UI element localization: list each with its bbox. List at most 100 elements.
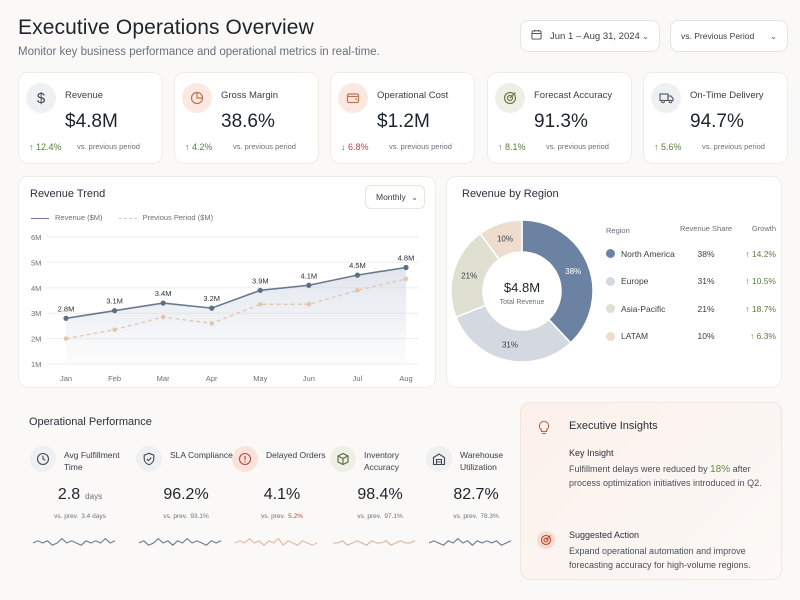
donut-center-label: Total Revenue xyxy=(500,299,545,306)
sparkline-path xyxy=(32,537,116,546)
ops-note-value: 5.2% xyxy=(288,513,303,520)
sparkline xyxy=(32,537,116,546)
region-growth: ↑ 10.5% xyxy=(745,276,776,287)
kpi-label: Operational Cost xyxy=(377,90,449,101)
ops-label: Delayed Orders xyxy=(266,450,326,460)
target-icon xyxy=(537,531,555,549)
ops-value: 4.1% xyxy=(232,486,332,504)
revenue-point xyxy=(209,305,215,311)
ops-note-prefix: vs. prev. xyxy=(163,513,188,520)
interval-select[interactable]: Monthly ⌄ xyxy=(365,185,425,209)
previous-period-line xyxy=(65,278,407,340)
trend-legend: Revenue ($M) Previous Period ($M) xyxy=(31,213,213,222)
kpi-note: vs. previous period xyxy=(233,142,296,151)
region-growth: ↑ 18.7% xyxy=(745,303,776,314)
key-insight-title: Key Insight xyxy=(569,448,614,458)
ops-note: vs. prev. 5.2% xyxy=(232,513,332,520)
y-tick-label: 6M xyxy=(31,233,41,242)
comparison-select[interactable]: vs. Previous Period ⌄ xyxy=(670,20,788,52)
ops-note-prefix: vs. prev. xyxy=(54,513,79,520)
date-range-select[interactable]: Jun 1 – Aug 31, 2024 ⌄ xyxy=(520,20,660,52)
legend-previous-swatch xyxy=(118,217,137,219)
ops-card: Delayed Orders 4.1% vs. prev. 5.2% xyxy=(232,446,332,562)
lightbulb-icon xyxy=(537,420,551,441)
comparison-value: vs. Previous Period xyxy=(681,31,755,41)
key-insight-text-end: after process optimization initiatives i… xyxy=(569,464,762,488)
region-name-cell: Asia-Pacific xyxy=(606,304,676,314)
sparkline xyxy=(234,537,318,547)
insights-title: Executive Insights xyxy=(569,420,658,432)
ops-note-prefix: vs. prev. xyxy=(261,513,286,520)
kpi-value: 91.3% xyxy=(534,111,588,132)
previous-period-point xyxy=(306,302,312,307)
region-row: North America 38% ↑ 14.2% xyxy=(606,240,776,268)
ops-value-number: 82.7% xyxy=(453,486,499,503)
alert-icon xyxy=(232,446,258,472)
wallet-icon xyxy=(338,83,368,113)
ops-card: Inventory Accuracy 98.4% vs. prev. 97.1% xyxy=(330,446,430,562)
region-growth: ↑ 6.3% xyxy=(750,331,776,342)
kpi-delta: ↓ 6.8% xyxy=(341,142,369,152)
kpi-delta: ↑ 5.6% xyxy=(654,142,682,152)
ops-label: Avg Fulfillment Time xyxy=(64,450,120,472)
ops-label: SLA Compliance xyxy=(170,450,233,460)
revenue-point xyxy=(306,282,312,288)
previous-period-point xyxy=(160,314,166,320)
ops-label: Warehouse Utilization xyxy=(460,450,504,472)
ops-value-number: 96.2% xyxy=(163,486,209,503)
region-table: Region Revenue Share Growth North Americ… xyxy=(606,224,776,350)
ops-value-number: 98.4% xyxy=(357,486,403,503)
kpi-label: Gross Margin xyxy=(221,90,279,101)
ops-value-unit: days xyxy=(85,492,103,501)
x-tick-label: Aug xyxy=(399,374,412,383)
revenue-data-label: 3.9M xyxy=(252,276,269,285)
y-tick-label: 1M xyxy=(31,360,41,369)
region-rows: North America 38% ↑ 14.2% Europe 31% ↑ 10.5% A… xyxy=(606,240,776,350)
kpi-delta: ↑ 4.2% xyxy=(185,142,213,152)
region-swatch xyxy=(606,331,615,341)
previous-period-point xyxy=(257,302,263,307)
sparkline xyxy=(138,537,222,546)
key-insight-text-start: Fulfillment delays were reduced by xyxy=(569,464,711,474)
truck-icon xyxy=(651,83,681,113)
revenue-point xyxy=(63,315,69,321)
revenue-area xyxy=(66,267,406,364)
ops-card: SLA Compliance 96.2% vs. prev. 93.1% xyxy=(136,446,236,562)
revenue-data-label: 4.5M xyxy=(349,261,366,270)
operational-panel: Operational Performance xyxy=(18,402,510,580)
revenue-trend-chart: 6M 5M 4M 3M 2M 1M Jan Feb Mar Apr May Jun Jul Aug 2.8M… xyxy=(31,233,419,383)
revenue-data-label: 3.1M xyxy=(106,297,123,306)
region-swatch xyxy=(606,249,615,259)
donut-slice xyxy=(455,304,572,363)
ops-value-number: 2.8 xyxy=(57,486,81,503)
ops-note-value: 78.3% xyxy=(480,513,499,520)
operational-title: Operational Performance xyxy=(29,416,152,428)
kpi-note: vs. previous period xyxy=(702,142,765,151)
revenue-point xyxy=(111,308,118,314)
kpi-label: Revenue xyxy=(65,90,104,101)
revenue-data-label: 4.8M xyxy=(398,253,415,262)
revenue-line xyxy=(65,266,407,320)
ops-note: vs. prev. 97.1% xyxy=(330,513,430,520)
previous-period-point xyxy=(209,321,215,326)
col-share: Revenue Share xyxy=(679,224,733,233)
revenue-trend-title: Revenue Trend xyxy=(30,188,106,200)
chevron-down-icon: ⌄ xyxy=(411,192,418,202)
kpi-note: vs. previous period xyxy=(546,142,609,151)
calendar-icon xyxy=(531,29,542,43)
kpi-card: $ Revenue $4.8M ↑ 12.4% vs. previous period xyxy=(18,72,163,164)
donut-center-value: $4.8M xyxy=(504,280,540,295)
svg-text:$: $ xyxy=(37,90,46,106)
revenue-region-title: Revenue by Region xyxy=(462,188,559,200)
y-tick-label: 5M xyxy=(31,258,41,267)
previous-period-point xyxy=(112,327,117,333)
x-tick-label: Jan xyxy=(60,374,72,383)
ops-value: 82.7% xyxy=(426,486,526,504)
region-row: Europe 31% ↑ 10.5% xyxy=(606,268,776,296)
ops-card: Warehouse Utilization 82.7% vs. prev. 78.3% xyxy=(426,446,526,562)
key-insight-highlight: 18% xyxy=(710,464,731,475)
ops-value: 96.2% xyxy=(136,486,236,504)
previous-period-point xyxy=(355,288,360,293)
revenue-point xyxy=(160,300,166,306)
date-range-value: Jun 1 – Aug 31, 2024 xyxy=(550,30,640,42)
